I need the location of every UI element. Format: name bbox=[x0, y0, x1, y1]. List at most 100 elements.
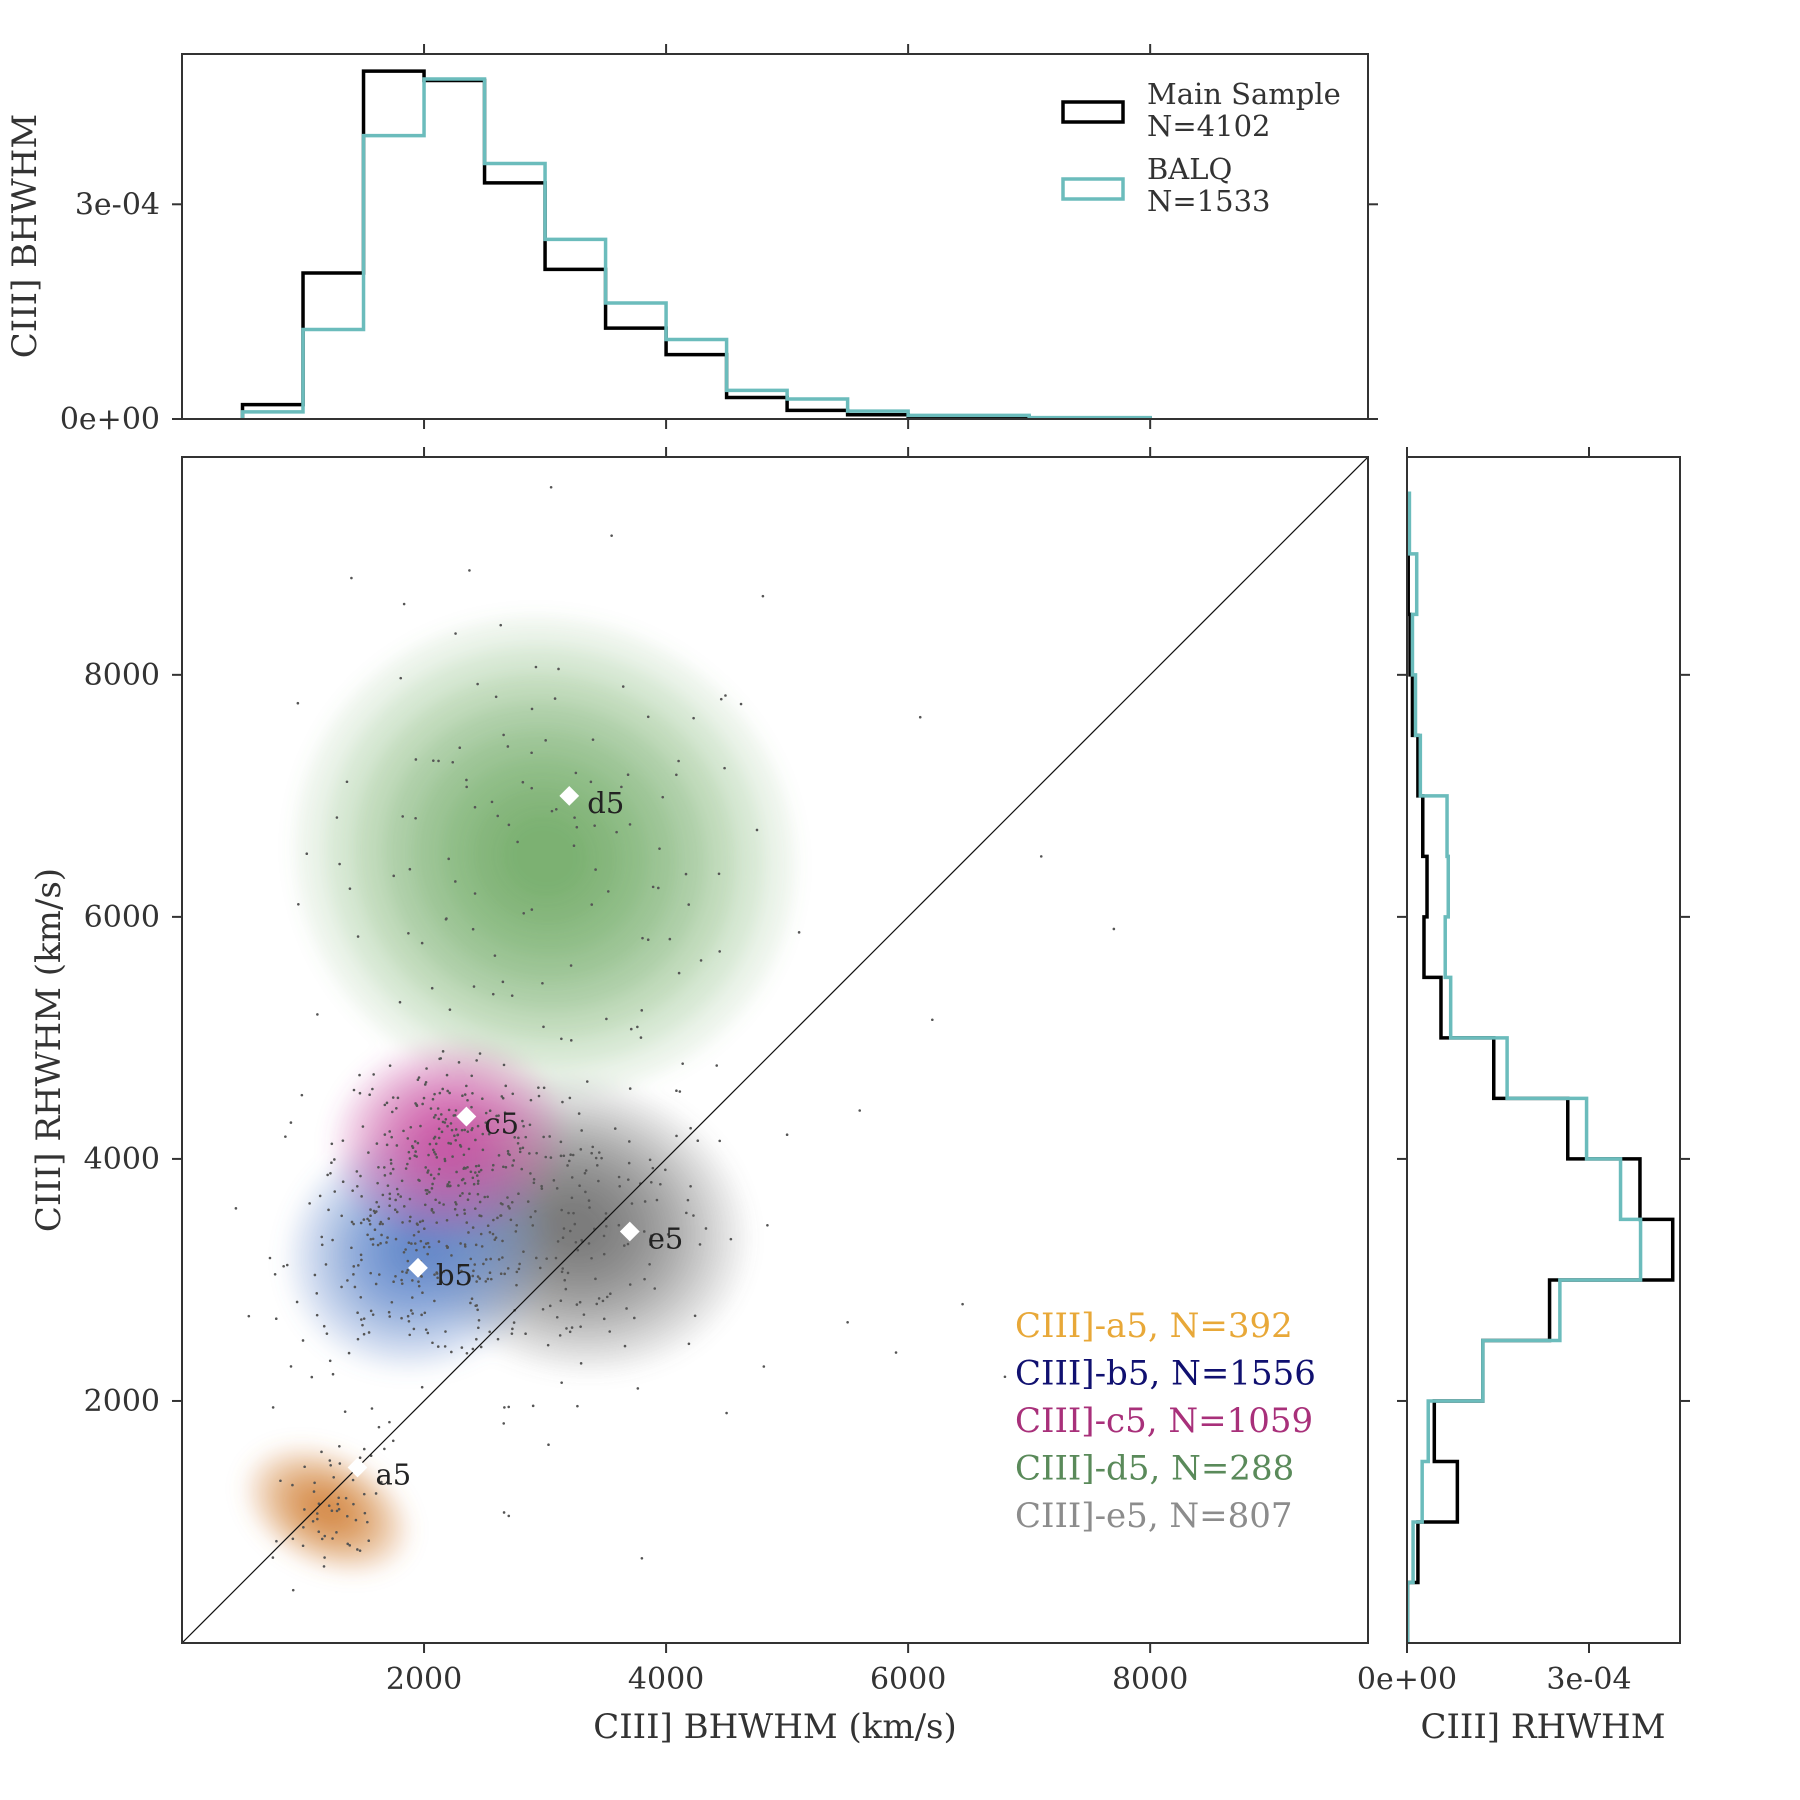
scatter-point-b5 bbox=[446, 1246, 449, 1250]
scatter-point-e5 bbox=[504, 1165, 508, 1169]
scatter-point-c5 bbox=[438, 1057, 441, 1061]
scatter-point-b5 bbox=[457, 1184, 460, 1187]
scatter-point-d5 bbox=[402, 602, 406, 606]
legend-main-sample-name: Main Sample bbox=[1147, 77, 1341, 111]
scatter-point-e5 bbox=[534, 1209, 537, 1213]
scatter-point-d5 bbox=[521, 780, 525, 784]
scatter-point-b5 bbox=[362, 1332, 366, 1336]
scatter-point-d5 bbox=[356, 935, 360, 938]
scatter-point-c5 bbox=[351, 1189, 354, 1192]
scatter-point-a5 bbox=[348, 1544, 352, 1547]
scatter-point-b5 bbox=[372, 1209, 376, 1213]
scatter-point-e5 bbox=[578, 1184, 581, 1188]
scatter-point-b5 bbox=[411, 1312, 414, 1315]
scatter-point-b5 bbox=[531, 1224, 535, 1227]
scatter-point-e5 bbox=[486, 1277, 490, 1281]
scatter-point-b5 bbox=[478, 1200, 482, 1204]
scatter-point-a5 bbox=[329, 1463, 332, 1467]
scatter-point-e5 bbox=[556, 1240, 560, 1243]
scatter-point-e5 bbox=[503, 1406, 506, 1409]
scatter-point-c5 bbox=[437, 1172, 441, 1176]
scatter-point-c5 bbox=[372, 1073, 375, 1076]
scatter-point-b5 bbox=[422, 1245, 426, 1249]
scatter-point-c5 bbox=[434, 1198, 437, 1202]
scatter-point-e5 bbox=[628, 1140, 631, 1143]
scatter-point-b5 bbox=[400, 1282, 404, 1285]
scatter-point-a5 bbox=[322, 1565, 326, 1568]
scatter-point-c5 bbox=[466, 1098, 469, 1102]
scatter-point-e5 bbox=[575, 1303, 579, 1306]
scatter-point-a5 bbox=[352, 1502, 355, 1506]
scatter-point-d5 bbox=[557, 667, 560, 671]
scatter-point-e5 bbox=[561, 1236, 565, 1240]
scatter-point-e5 bbox=[509, 1218, 513, 1222]
scatter-point-e5 bbox=[570, 1176, 574, 1179]
scatter-point-b5 bbox=[401, 1270, 404, 1273]
scatter-point-d5 bbox=[658, 847, 661, 850]
scatter-point-c5 bbox=[463, 1128, 467, 1132]
scatter-point-b5 bbox=[359, 1295, 363, 1299]
scatter-point-b5 bbox=[407, 1319, 411, 1323]
scatter-point-b5 bbox=[400, 1278, 403, 1282]
scatter-point-b5 bbox=[491, 1232, 495, 1236]
scatter-point-d5 bbox=[447, 857, 450, 861]
scatter-point-b5 bbox=[455, 1203, 458, 1206]
cluster-marker-c5 bbox=[456, 1106, 477, 1127]
scatter-point-e5 bbox=[689, 1126, 692, 1130]
scatter-point-a5 bbox=[377, 1425, 381, 1429]
scatter-point-outlier bbox=[918, 715, 922, 719]
scatter-point-b5 bbox=[432, 1177, 436, 1180]
scatter-point-e5 bbox=[510, 1200, 514, 1204]
scatter-point-e5 bbox=[477, 1319, 481, 1322]
scatter-point-d5 bbox=[338, 862, 341, 866]
scatter-point-d5 bbox=[472, 985, 476, 988]
scatter-point-d5 bbox=[657, 886, 660, 890]
scatter-point-b5 bbox=[310, 1375, 314, 1379]
scatter-point-c5 bbox=[476, 1192, 480, 1196]
scatter-point-d5 bbox=[399, 676, 403, 680]
scatter-point-c5 bbox=[481, 1132, 485, 1136]
scatter-point-a5 bbox=[303, 1508, 306, 1511]
scatter-point-b5 bbox=[487, 1132, 491, 1136]
scatter-point-e5 bbox=[564, 1287, 568, 1291]
scatter-point-c5 bbox=[367, 1219, 371, 1222]
scatter-point-d5 bbox=[392, 874, 396, 878]
scatter-point-d5 bbox=[502, 733, 505, 737]
scatter-point-d5 bbox=[626, 773, 630, 777]
scatter-point-e5 bbox=[692, 1214, 695, 1217]
scatter-point-e5 bbox=[465, 1351, 469, 1355]
scatter-point-a5 bbox=[317, 1502, 321, 1506]
scatter-point-e5 bbox=[579, 1362, 583, 1365]
scatter-point-a5 bbox=[366, 1520, 369, 1524]
scatter-point-b5 bbox=[295, 1300, 299, 1304]
scatter-point-c5 bbox=[441, 1087, 445, 1091]
scatter-point-b5 bbox=[388, 1204, 391, 1208]
scatter-point-b5 bbox=[492, 1218, 495, 1222]
scatter-point-b5 bbox=[405, 1271, 408, 1274]
scatter-point-outlier bbox=[1112, 927, 1116, 931]
right-histogram-panel: 0e+00 3e-04 CIII] RHWHM bbox=[1357, 447, 1690, 1747]
scatter-point-c5 bbox=[437, 1136, 441, 1140]
scatter-point-a5 bbox=[291, 1537, 295, 1541]
scatter-point-b5 bbox=[350, 1220, 354, 1224]
scatter-point-c5 bbox=[507, 1205, 510, 1208]
scatter-point-b5 bbox=[409, 1309, 413, 1312]
scatter-point-e5 bbox=[623, 1344, 627, 1348]
scatter-point-c5 bbox=[371, 1087, 374, 1091]
scatter-point-c5 bbox=[528, 1152, 531, 1155]
scatter-point-b5 bbox=[390, 1300, 394, 1304]
scatter-point-b5 bbox=[458, 1194, 462, 1198]
scatter-point-e5 bbox=[617, 1175, 621, 1179]
scatter-point-b5 bbox=[450, 1254, 453, 1257]
scatter-point-b5 bbox=[333, 1190, 337, 1193]
scatter-point-d5 bbox=[755, 828, 759, 832]
scatter-point-b5 bbox=[466, 1165, 469, 1169]
scatter-point-a5 bbox=[338, 1445, 341, 1448]
scatter-point-d5 bbox=[668, 937, 672, 941]
scatter-point-c5 bbox=[568, 1096, 572, 1100]
scatter-point-b5 bbox=[366, 1217, 369, 1221]
scatter-point-b5 bbox=[396, 1192, 400, 1196]
scatter-point-e5 bbox=[602, 1317, 606, 1321]
scatter-point-d5 bbox=[534, 665, 538, 669]
scatter-point-c5 bbox=[474, 1164, 478, 1168]
